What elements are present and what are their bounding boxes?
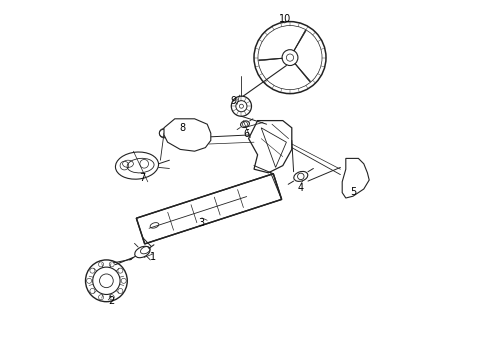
Text: 8: 8 (179, 123, 185, 133)
Polygon shape (164, 119, 211, 151)
Text: 2: 2 (109, 296, 115, 306)
Text: 9: 9 (230, 96, 237, 106)
Text: 7: 7 (139, 173, 146, 183)
Text: 1: 1 (150, 252, 156, 262)
Polygon shape (136, 174, 282, 244)
Circle shape (159, 129, 169, 138)
Polygon shape (342, 158, 369, 198)
Text: 5: 5 (350, 186, 356, 197)
Text: 6: 6 (244, 129, 250, 139)
Polygon shape (248, 121, 292, 173)
Text: 3: 3 (199, 218, 205, 228)
Text: 4: 4 (298, 183, 304, 193)
Text: 10: 10 (278, 14, 291, 24)
